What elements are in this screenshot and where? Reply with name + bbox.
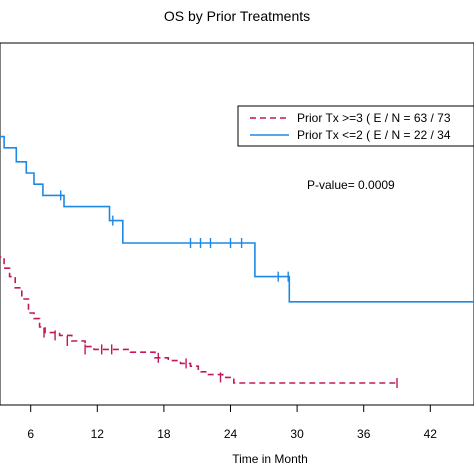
p-value-annotation: P-value= 0.0009 [307,178,395,192]
survival-curves [0,135,474,384]
legend-label-series-1: Prior Tx >=3 ( E / N = 63 / 73 [297,111,451,125]
x-axis-label: Time in Month [232,452,308,466]
censor-marks [43,190,398,388]
x-axis: 6 12 18 24 30 36 42 [27,405,437,441]
legend-label-series-2: Prior Tx <=2 ( E / N = 22 / 34 [297,128,451,142]
legend-box [237,105,474,147]
plot-frame [0,42,474,406]
x-tick-label: 36 [357,427,371,441]
x-tick-label: 6 [27,427,34,441]
legend: Prior Tx >=3 ( E / N = 63 / 73 Prior Tx … [237,105,474,147]
chart-title: OS by Prior Treatments [164,8,310,24]
x-tick-label: 24 [224,427,238,441]
x-tick-label: 18 [157,427,171,441]
x-tick-label: 30 [290,427,304,441]
x-tick-label: 12 [91,427,105,441]
x-tick-label: 42 [424,427,438,441]
survival-line-series-1 [0,256,397,384]
survival-line-series-2 [0,135,474,303]
